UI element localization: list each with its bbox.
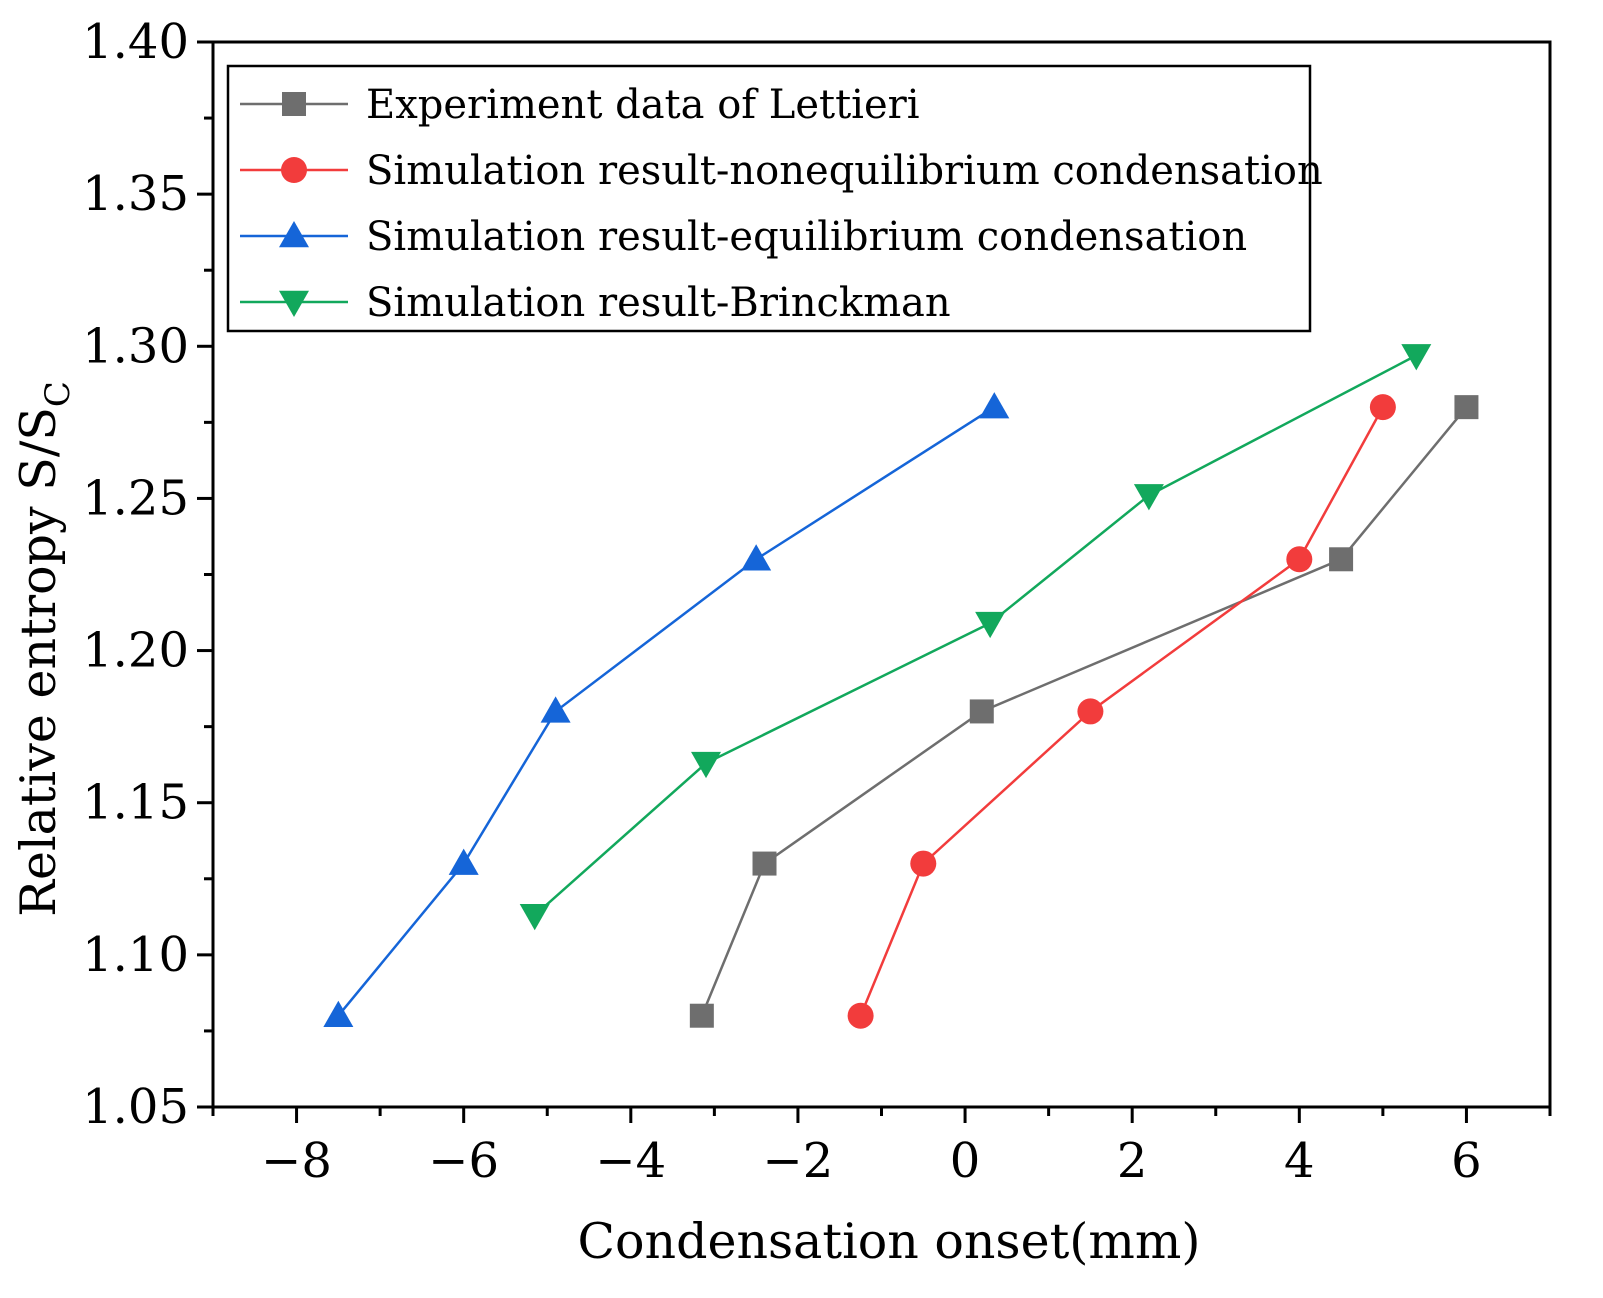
y-tick-label: 1.30 xyxy=(82,318,189,374)
y-tick-label: 1.20 xyxy=(82,623,189,679)
y-tick-label: 1.35 xyxy=(82,166,189,222)
series-layer xyxy=(323,344,1479,1029)
legend-item-4: Simulation result-Brinckman xyxy=(240,280,951,326)
series-3-point xyxy=(741,544,772,571)
series-4-point xyxy=(975,611,1006,639)
series-1-point xyxy=(1329,547,1354,572)
legend-item-1: Experiment data of Lettieri xyxy=(240,82,920,128)
x-tick-label: −2 xyxy=(763,1133,834,1189)
legend: Experiment data of Lettieri Simulation re… xyxy=(226,64,1323,333)
series-3-point xyxy=(540,696,571,723)
y-axis-title-group: Relative entropy S/SC xyxy=(10,381,78,917)
series-4 xyxy=(519,344,1432,931)
legend-marker xyxy=(279,290,309,317)
legend-label: Simulation result-equilibrium condensati… xyxy=(366,214,1247,260)
x-axis-title: Condensation onset(mm) xyxy=(578,1213,1201,1270)
y-tick-label: 1.40 xyxy=(82,14,189,70)
series-2-point xyxy=(910,850,937,877)
series-1 xyxy=(689,395,1479,1028)
series-4-point xyxy=(1133,484,1164,511)
legend-marker xyxy=(282,92,306,116)
x-tick-label: −6 xyxy=(428,1133,499,1189)
x-tick-label: 0 xyxy=(950,1133,981,1189)
y-tick-label: 1.10 xyxy=(82,927,189,983)
y-axis-title-subscript: C xyxy=(38,381,78,407)
y-axis-title-main: Relative entropy S/S xyxy=(10,407,67,917)
series-1-point xyxy=(752,851,777,876)
series-4-point xyxy=(519,904,550,931)
series-2-point xyxy=(1286,546,1313,573)
series-2-point xyxy=(1369,394,1396,421)
axes-layer: −8 −6 −4 −2 0 2 4 6 1.05 1.10 1.15 1.20 1.25 1.30 1.35… xyxy=(82,14,1552,1189)
series-3-point xyxy=(979,392,1010,419)
legend-label: Simulation result-nonequilibrium condens… xyxy=(366,148,1323,194)
x-tick-label: 2 xyxy=(1117,1133,1148,1189)
x-tick-label: 6 xyxy=(1451,1133,1482,1189)
x-tick-label: −8 xyxy=(261,1133,332,1189)
legend-label: Simulation result-Brinckman xyxy=(366,280,951,326)
legend-item-2: Simulation result-nonequilibrium condens… xyxy=(240,148,1323,194)
series-1-point xyxy=(689,1003,714,1028)
series-4-point xyxy=(1401,344,1432,371)
legend-item-3: Simulation result-equilibrium condensati… xyxy=(240,214,1247,260)
series-4-point xyxy=(691,751,722,779)
legend-label: Experiment data of Lettieri xyxy=(366,82,920,128)
series-1-point xyxy=(969,699,994,724)
series-2 xyxy=(847,394,1396,1029)
y-tick-label: 1.25 xyxy=(82,470,189,526)
series-1-point xyxy=(1454,395,1479,420)
series-2-point xyxy=(1077,698,1104,725)
series-3 xyxy=(323,392,1010,1027)
x-tick-label: 4 xyxy=(1284,1133,1315,1189)
series-3-point xyxy=(448,848,479,875)
x-tick-label: −4 xyxy=(595,1133,666,1189)
y-tick-label: 1.05 xyxy=(82,1079,189,1135)
legend-marker xyxy=(281,157,307,183)
series-3-point xyxy=(323,1000,354,1027)
y-tick-label: 1.15 xyxy=(82,775,189,831)
legend-box xyxy=(226,64,1312,333)
y-axis-title: Relative entropy S/SC xyxy=(10,381,78,917)
legend-marker xyxy=(279,221,309,248)
series-2-point xyxy=(847,1002,874,1029)
